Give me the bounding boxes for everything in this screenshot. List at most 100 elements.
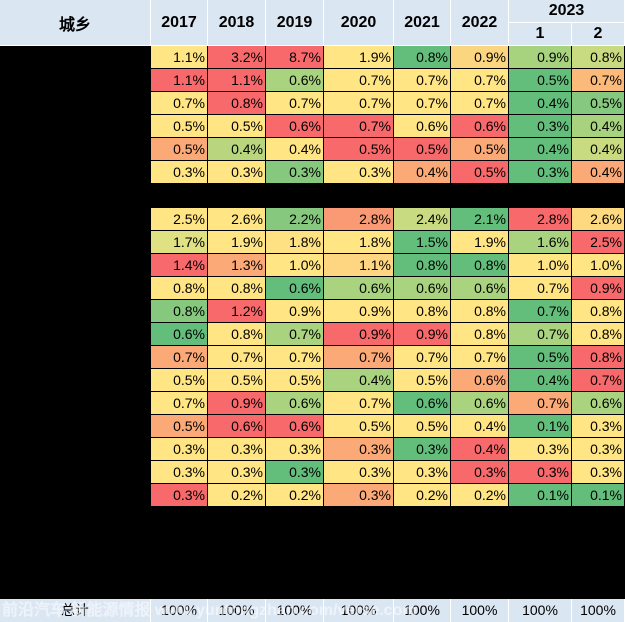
- heatmap-cell: 1.5%: [394, 231, 451, 254]
- heatmap-cell: 0.5%: [394, 415, 451, 438]
- heatmap-cell: 0.9%: [509, 46, 572, 69]
- heatmap-cell: 2.4%: [394, 208, 451, 231]
- heatmap-cell: 0.3%: [572, 461, 625, 484]
- heatmap-cell: 0.6%: [394, 392, 451, 415]
- heatmap-cell: 0.4%: [509, 138, 572, 161]
- heatmap-cell: 0.6%: [266, 69, 324, 92]
- heatmap-cell: 3.2%: [208, 46, 266, 69]
- heatmap-cell: 0.3%: [208, 461, 266, 484]
- heatmap-cell: 0.5%: [394, 369, 451, 392]
- heatmap-cell: 0.1%: [509, 415, 572, 438]
- heatmap-cell: 0.5%: [451, 138, 509, 161]
- heatmap-cell: 0.4%: [572, 161, 625, 184]
- heatmap-cell: 0.5%: [324, 415, 394, 438]
- heatmap-cell: 0.8%: [572, 300, 625, 323]
- heatmap-cell: 0.6%: [151, 323, 208, 346]
- heatmap-cell: 1.0%: [572, 254, 625, 277]
- total-cell: 100%: [208, 599, 266, 622]
- heatmap-cell: 0.9%: [324, 323, 394, 346]
- heatmap-cell: 0.8%: [394, 254, 451, 277]
- heatmap-cell: 0.4%: [266, 138, 324, 161]
- header-month-2: 2: [572, 23, 625, 46]
- heatmap-cell: 0.8%: [451, 300, 509, 323]
- heatmap-cell: 0.4%: [509, 369, 572, 392]
- header-year-2019: 2019: [266, 0, 324, 46]
- heatmap-cell: 0.8%: [572, 46, 625, 69]
- heatmap-cell: 0.2%: [451, 484, 509, 507]
- heatmap-cell: 0.3%: [509, 438, 572, 461]
- heatmap-cell: 0.7%: [208, 346, 266, 369]
- heatmap-cell: 0.6%: [451, 115, 509, 138]
- heatmap-cell: 0.3%: [151, 484, 208, 507]
- total-cell: 100%: [451, 599, 509, 622]
- heatmap-cell: 0.8%: [394, 46, 451, 69]
- heatmap-cell: 0.3%: [394, 461, 451, 484]
- heatmap-cell: 0.3%: [451, 461, 509, 484]
- heatmap-cell: 0.5%: [324, 138, 394, 161]
- heatmap-cell: 0.4%: [572, 115, 625, 138]
- heatmap-cell: 0.8%: [394, 300, 451, 323]
- header-year-2022: 2022: [451, 0, 509, 46]
- heatmap-cell: 0.3%: [572, 438, 625, 461]
- header-year-2021: 2021: [394, 0, 451, 46]
- heatmap-cell: 0.7%: [324, 392, 394, 415]
- total-cell: 100%: [151, 599, 208, 622]
- heatmap-cell: 0.3%: [266, 461, 324, 484]
- heatmap-cell: 1.0%: [509, 254, 572, 277]
- heatmap-cell: 0.3%: [151, 161, 208, 184]
- heatmap-cell: 2.8%: [324, 208, 394, 231]
- heatmap-cell: 0.7%: [451, 346, 509, 369]
- heatmap-cell: 0.7%: [266, 92, 324, 115]
- heatmap-cell: 0.3%: [394, 438, 451, 461]
- heatmap-cell: 0.8%: [151, 277, 208, 300]
- heatmap-cell: 0.9%: [572, 277, 625, 300]
- heatmap-cell: 0.4%: [509, 92, 572, 115]
- watermark: 前沿汽车 新能源情报 www.yuntongzhan.com/verse.com: [2, 602, 417, 619]
- heatmap-cell: 0.7%: [509, 323, 572, 346]
- total-cell: 100%: [572, 599, 625, 622]
- heatmap-cell: 1.3%: [208, 254, 266, 277]
- heatmap-cell: 0.3%: [151, 461, 208, 484]
- header-year-2023: 2023: [509, 0, 625, 23]
- heatmap-cell: 0.5%: [509, 346, 572, 369]
- heatmap-cell: 0.6%: [208, 415, 266, 438]
- heatmap-cell: 2.1%: [451, 208, 509, 231]
- heatmap-cell: 0.3%: [509, 461, 572, 484]
- heatmap-cell: 0.7%: [394, 346, 451, 369]
- heatmap-cell: 0.6%: [266, 277, 324, 300]
- heatmap-cell: 1.1%: [151, 46, 208, 69]
- heatmap-cell: 0.7%: [151, 346, 208, 369]
- heatmap-cell: 0.7%: [451, 92, 509, 115]
- heatmap-cell: 0.7%: [151, 92, 208, 115]
- heatmap-cell: 1.9%: [208, 231, 266, 254]
- total-cell: 100%: [266, 599, 324, 622]
- heatmap-cell: 0.3%: [208, 161, 266, 184]
- heatmap-cell: 0.7%: [394, 69, 451, 92]
- heatmap-cell: 0.7%: [451, 69, 509, 92]
- heatmap-cell: 0.9%: [394, 323, 451, 346]
- heatmap-cell: 0.8%: [451, 323, 509, 346]
- heatmap-cell: 0.5%: [208, 115, 266, 138]
- heatmap-cell: 0.8%: [151, 300, 208, 323]
- heatmap-cell: 0.8%: [451, 254, 509, 277]
- heatmap-cell: 0.5%: [451, 161, 509, 184]
- heatmap-cell: 0.9%: [451, 46, 509, 69]
- heatmap-cell: 0.7%: [572, 69, 625, 92]
- heatmap-cell: 0.3%: [572, 415, 625, 438]
- heatmap-cell: 0.3%: [324, 484, 394, 507]
- heatmap-cell: 0.2%: [394, 484, 451, 507]
- heatmap-cell: 1.6%: [509, 231, 572, 254]
- heatmap-cell: 0.7%: [151, 392, 208, 415]
- heatmap-cell: 0.6%: [451, 392, 509, 415]
- heatmap-cell: 0.4%: [394, 161, 451, 184]
- heatmap-cell: 1.8%: [266, 231, 324, 254]
- heatmap-cell: 0.6%: [572, 392, 625, 415]
- heatmap-cell: 0.6%: [324, 277, 394, 300]
- heatmap-cell: 0.5%: [266, 369, 324, 392]
- heatmap-cell: 0.7%: [509, 277, 572, 300]
- heatmap-cell: 0.7%: [266, 323, 324, 346]
- heatmap-cell: 0.3%: [509, 115, 572, 138]
- heatmap-cell: 0.9%: [324, 300, 394, 323]
- heatmap-cell: 0.3%: [266, 438, 324, 461]
- heatmap-cell: 0.7%: [324, 92, 394, 115]
